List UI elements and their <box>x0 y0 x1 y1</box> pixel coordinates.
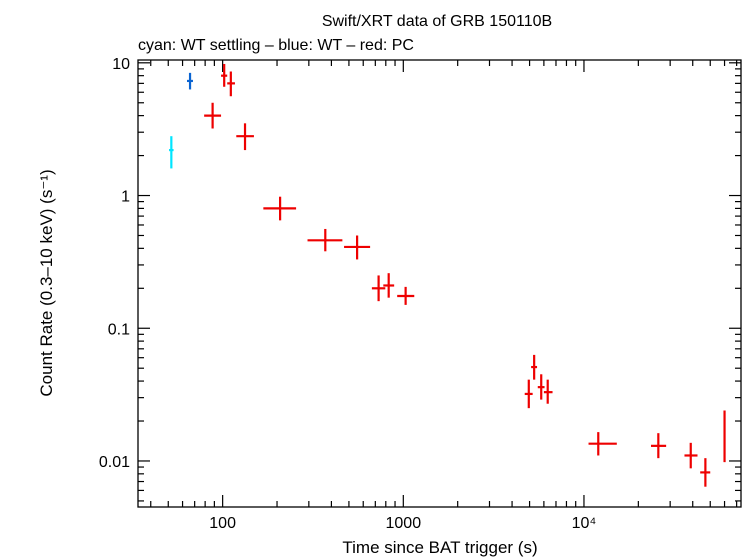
chart-subtitle: cyan: WT settling – blue: WT – red: PC <box>138 37 414 54</box>
data-point <box>684 442 698 469</box>
data-point <box>537 374 545 400</box>
data-point <box>187 72 193 90</box>
x-tick-label: 10⁴ <box>572 515 597 532</box>
axis-ticks <box>138 60 741 507</box>
data-points <box>169 63 726 487</box>
data-point <box>588 432 617 456</box>
y-axis-label: Count Rate (0.3–10 keV) (s⁻¹) <box>37 169 56 396</box>
x-tick-label: 100 <box>209 515 236 532</box>
data-point <box>263 196 297 221</box>
plot-frame <box>137 59 742 508</box>
x-tick-label: 1000 <box>386 515 422 532</box>
y-tick-label: 10 <box>112 56 130 73</box>
data-point <box>651 433 667 459</box>
data-point <box>531 354 538 380</box>
data-point <box>344 235 371 260</box>
data-point <box>227 71 235 97</box>
axis-tick-labels: 100 1000 10⁴ 10 1 0.1 0.01 <box>99 56 597 532</box>
data-point <box>524 379 533 409</box>
y-tick-label: 0.01 <box>99 454 130 471</box>
data-point <box>371 275 386 302</box>
chart-title: Swift/XRT data of GRB 150110B <box>322 13 552 30</box>
data-point <box>307 228 343 252</box>
data-point <box>236 123 254 151</box>
x-axis-label: Time since BAT trigger (s) <box>342 538 537 557</box>
data-point <box>204 102 222 129</box>
y-tick-label: 0.1 <box>108 321 130 338</box>
data-point <box>383 273 395 298</box>
data-point <box>397 286 415 305</box>
data-point <box>169 136 174 169</box>
y-tick-label: 1 <box>121 189 130 206</box>
data-point <box>221 63 228 87</box>
data-point <box>543 379 553 404</box>
data-point <box>700 458 711 487</box>
